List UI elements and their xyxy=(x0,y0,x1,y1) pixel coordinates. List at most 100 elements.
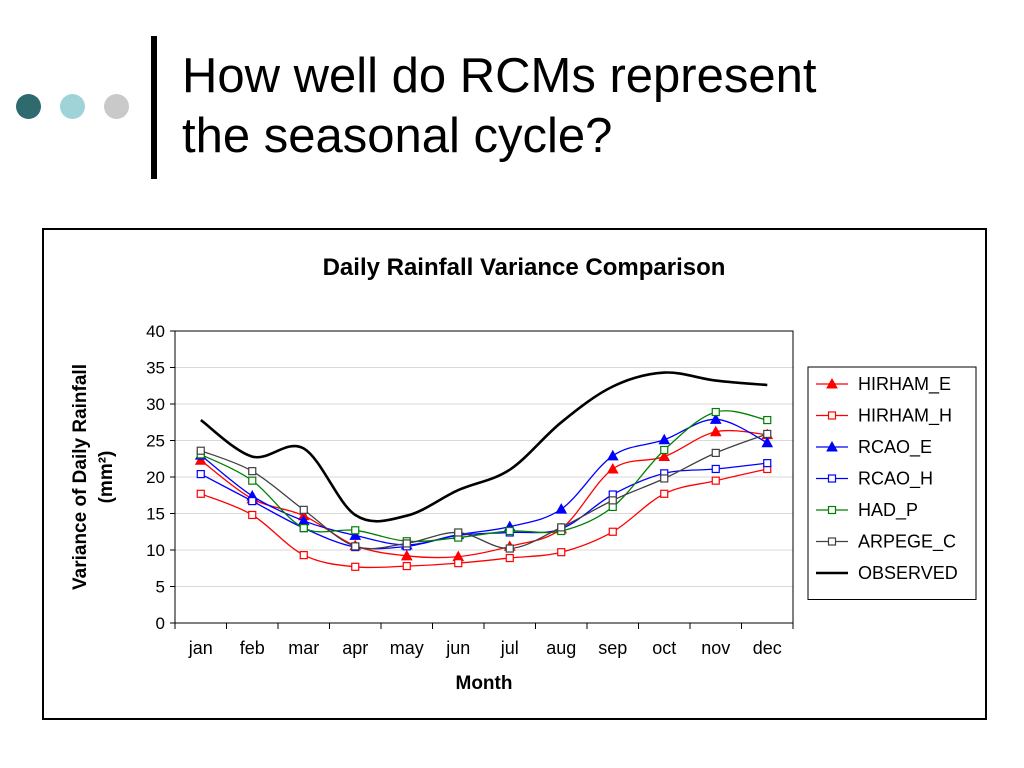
x-tick-label: aug xyxy=(546,638,576,658)
x-tick-label: jan xyxy=(188,638,213,658)
legend-box xyxy=(807,366,977,600)
data-point-hirham_h xyxy=(711,476,720,485)
data-point-hirham_e xyxy=(400,549,413,561)
legend-marker-had_p xyxy=(827,505,837,515)
data-point-hirham_h xyxy=(454,559,463,568)
data-point-hirham_h xyxy=(402,561,411,571)
data-point-arpege_c xyxy=(711,448,720,458)
data-point-arpege_c xyxy=(763,429,772,439)
legend-label-rcao_e: RCAO_E xyxy=(858,437,932,458)
x-tick-label: jun xyxy=(445,638,470,658)
y-tick-label: 30 xyxy=(146,395,165,414)
data-point-had_p xyxy=(505,526,514,536)
data-point-hirham_h xyxy=(608,527,617,536)
data-point-arpege_c xyxy=(660,474,669,483)
chart-title: Daily Rainfall Variance Comparison xyxy=(323,254,726,281)
legend-label-rcao_h: RCAO_H xyxy=(858,469,933,490)
data-point-rcao_e xyxy=(555,503,568,514)
y-tick-label: 40 xyxy=(146,322,165,341)
data-point-had_p xyxy=(351,526,360,535)
dot-dark-teal xyxy=(16,94,41,119)
x-tick-label: oct xyxy=(652,638,676,658)
y-axis-title: Variance of Daily Rainfall (mm²) xyxy=(70,364,117,590)
data-point-hirham_h xyxy=(351,562,360,571)
data-point-arpege_c xyxy=(505,544,514,553)
x-tick-label: dec xyxy=(753,638,782,658)
x-tick-label: sep xyxy=(598,638,627,658)
y-tick-label: 15 xyxy=(146,505,165,524)
data-point-hirham_h xyxy=(299,551,308,560)
data-point-rcao_e xyxy=(606,449,619,461)
series-line-observed xyxy=(200,371,768,523)
series-line-had_p xyxy=(200,410,768,543)
series-line-hirham_e xyxy=(200,429,768,559)
x-tick-label: nov xyxy=(701,638,730,658)
data-point-had_p xyxy=(660,445,669,455)
data-point-arpege_c xyxy=(351,542,360,551)
data-point-arpege_c xyxy=(608,496,617,505)
data-point-hirham_h xyxy=(196,489,205,498)
data-point-arpege_c xyxy=(248,467,257,476)
data-point-arpege_c xyxy=(454,528,463,537)
data-point-hirham_h xyxy=(557,548,566,557)
x-axis-title: Month xyxy=(456,673,513,694)
data-point-had_p xyxy=(608,502,617,512)
data-point-had_p xyxy=(763,415,772,425)
series-line-rcao_h xyxy=(200,462,768,550)
data-point-arpege_c xyxy=(402,539,411,548)
data-point-hirham_e xyxy=(606,462,619,474)
dot-light-teal xyxy=(60,94,85,119)
y-tick-label: 10 xyxy=(146,541,165,560)
x-tick-label: apr xyxy=(342,638,368,658)
x-tick-label: may xyxy=(390,638,424,658)
data-point-rcao_h xyxy=(763,459,772,468)
data-point-hirham_h xyxy=(248,510,257,520)
dot-grey xyxy=(104,94,129,119)
data-point-arpege_c xyxy=(299,505,308,514)
data-point-rcao_e xyxy=(761,436,774,448)
legend-marker-arpege_c xyxy=(827,537,837,546)
title-divider xyxy=(151,36,157,179)
y-tick-label: 25 xyxy=(146,432,165,451)
data-point-rcao_h xyxy=(196,469,205,479)
y-tick-label: 35 xyxy=(146,359,165,378)
data-point-rcao_e xyxy=(349,529,362,540)
data-point-arpege_c xyxy=(196,446,205,455)
slide-title: How well do RCMs represent the seasonal … xyxy=(182,46,1002,166)
data-point-hirham_e xyxy=(709,425,722,437)
y-tick-label: 0 xyxy=(156,614,165,633)
data-point-hirham_e xyxy=(194,454,207,465)
data-point-rcao_e xyxy=(709,413,722,424)
data-point-had_p xyxy=(248,476,257,485)
legend-marker-hirham_h xyxy=(827,411,837,420)
y-axis-title-line-1: Variance of Daily Rainfall xyxy=(70,364,91,590)
data-point-rcao_e xyxy=(658,433,671,445)
legend-label-arpege_c: ARPEGE_C xyxy=(858,532,956,553)
data-point-hirham_h xyxy=(505,553,514,563)
legend-marker-rcao_e xyxy=(826,440,838,452)
data-point-rcao_h xyxy=(711,464,720,474)
data-point-hirham_h xyxy=(660,489,669,498)
y-tick-label: 20 xyxy=(146,468,165,487)
data-point-had_p xyxy=(299,524,308,533)
legend-label-hirham_h: HIRHAM_H xyxy=(858,406,952,427)
slide-title-line-2: the seasonal cycle? xyxy=(182,109,613,163)
y-tick-label: 5 xyxy=(156,578,165,597)
data-point-hirham_e xyxy=(658,450,671,462)
data-point-rcao_h xyxy=(248,496,257,506)
y-axis-title-line-2: (mm²) xyxy=(96,451,117,504)
x-tick-label: feb xyxy=(240,638,265,658)
legend-label-observed: OBSERVED xyxy=(858,563,958,583)
rainfall-variance-chart: Daily Rainfall Variance Comparison 0 5 10 15… xyxy=(70,254,977,694)
x-tick-label: jul xyxy=(500,638,519,658)
decorative-dots xyxy=(16,94,136,120)
chart-container: Daily Rainfall Variance Comparison 0 5 10 15… xyxy=(42,228,987,720)
slide-title-line-1: How well do RCMs represent xyxy=(182,49,817,103)
legend-label-had_p: HAD_P xyxy=(858,500,918,521)
legend-marker-rcao_h xyxy=(827,474,837,483)
legend-label-hirham_e: HIRHAM_E xyxy=(858,374,951,395)
legend-marker-hirham_e xyxy=(826,377,838,389)
x-tick-label: mar xyxy=(288,638,319,658)
data-point-arpege_c xyxy=(557,523,566,532)
data-point-had_p xyxy=(711,407,720,417)
